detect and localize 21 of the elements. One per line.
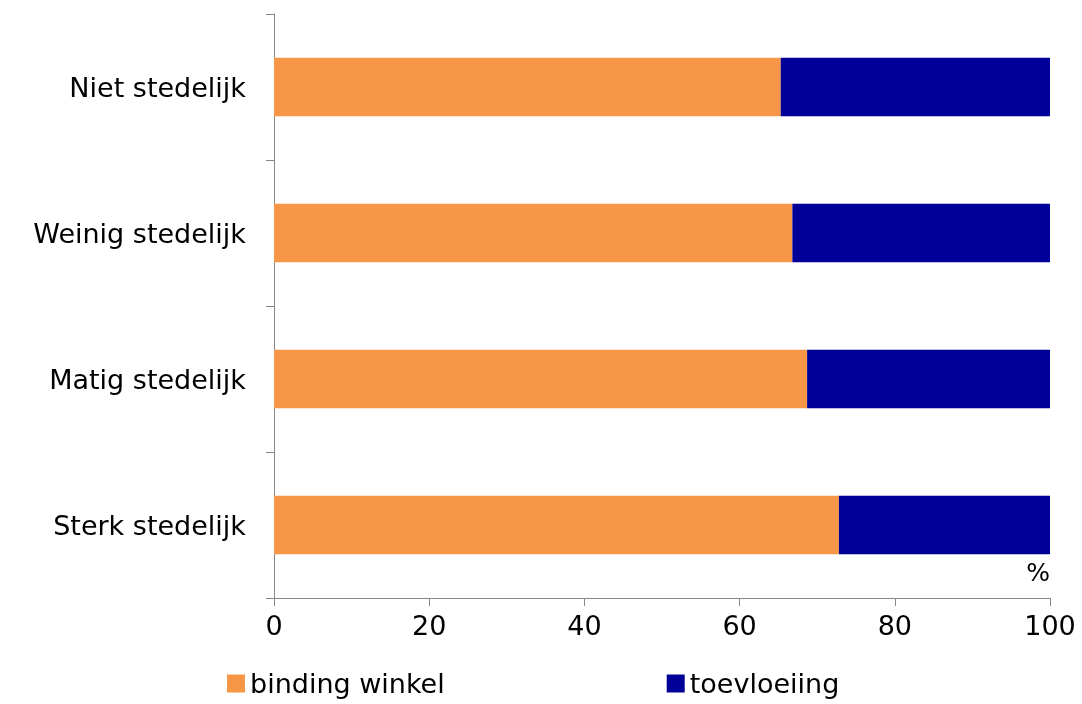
- bar: [792, 203, 1050, 263]
- y-tick-label: Niet stedelijk: [69, 71, 247, 103]
- bar: [274, 349, 808, 409]
- x-tick-label: 100: [1024, 610, 1076, 641]
- bar: [807, 349, 1050, 409]
- y-tick-label: Weinig stedelijk: [33, 217, 247, 249]
- x-axis-title: %: [1026, 558, 1051, 587]
- x-tick-label: 60: [722, 610, 757, 641]
- bar: [274, 495, 839, 555]
- y-tick-label: Matig stedelijk: [49, 363, 247, 395]
- x-tick-label: 0: [265, 610, 283, 641]
- legend-label: binding winkel: [250, 668, 445, 699]
- bar: [274, 57, 781, 117]
- legend-label: toevloeiing: [689, 668, 840, 699]
- y-tick-label: Sterk stedelijk: [53, 509, 247, 541]
- bar: [838, 495, 1050, 555]
- x-tick-label: 40: [567, 610, 602, 641]
- x-tick-label: 80: [877, 610, 912, 641]
- x-tick-label: 20: [412, 610, 447, 641]
- bar: [780, 57, 1050, 117]
- bar: [274, 203, 793, 263]
